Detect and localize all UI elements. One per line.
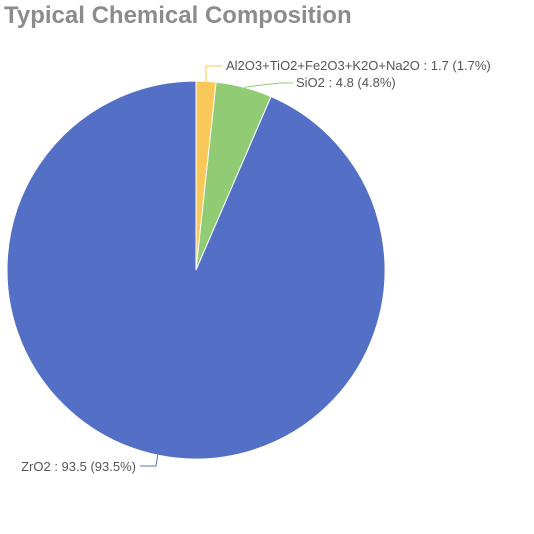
leader-line: [244, 82, 293, 88]
slice-label: Al2O3+TiO2+Fe2O3+K2O+Na2O : 1.7 (1.7%): [226, 58, 491, 73]
slice-label: SiO2 : 4.8 (4.8%): [296, 75, 396, 90]
pie-slice-zro2[interactable]: [6, 80, 386, 460]
leader-line: [140, 455, 159, 467]
slice-label: ZrO2 : 93.5 (93.5%): [21, 459, 136, 474]
chart-title: Typical Chemical Composition: [4, 2, 352, 29]
leader-line: [205, 65, 222, 82]
